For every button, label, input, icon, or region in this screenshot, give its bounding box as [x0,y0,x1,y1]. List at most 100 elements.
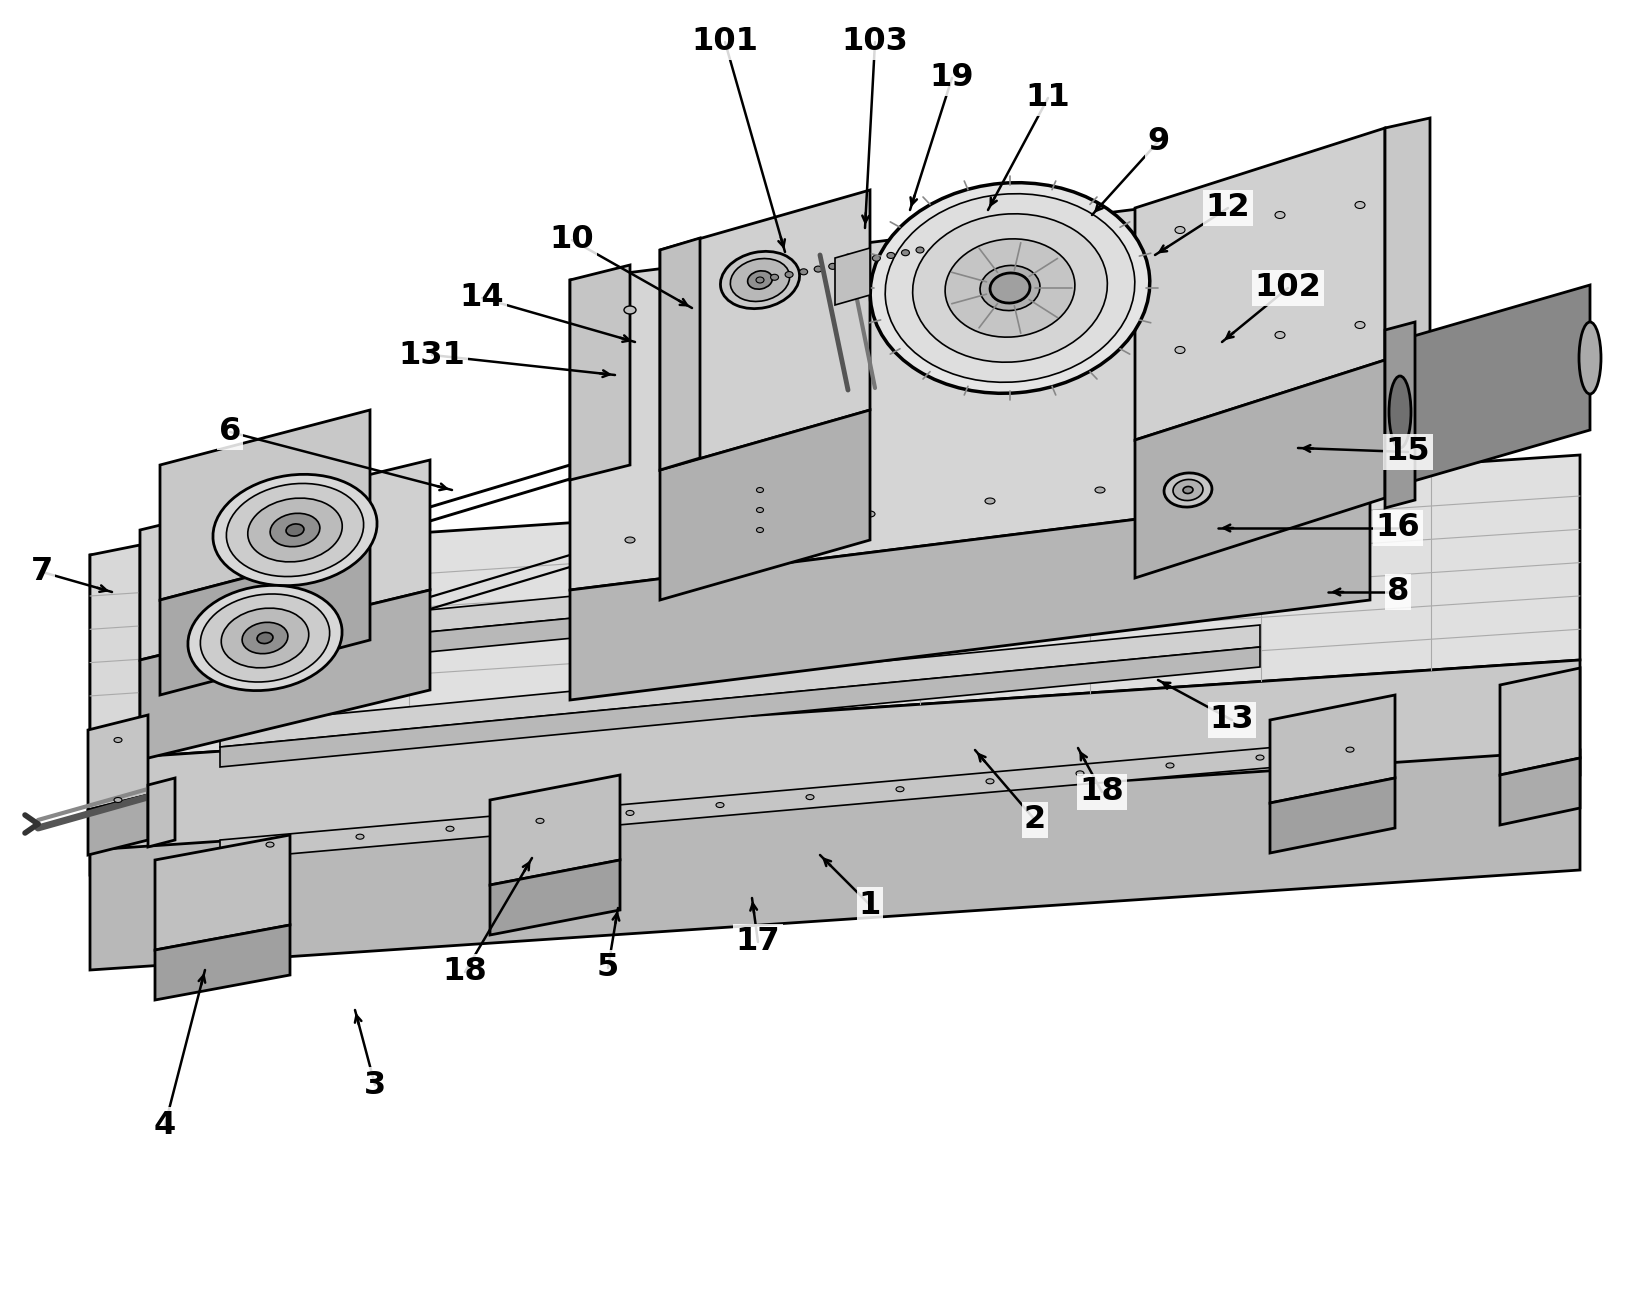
Ellipse shape [870,183,1150,393]
Polygon shape [148,778,175,847]
Polygon shape [1500,668,1581,775]
Text: 7: 7 [31,556,53,588]
Text: 12: 12 [1206,192,1251,224]
Ellipse shape [1335,463,1345,469]
Polygon shape [1135,128,1384,440]
Ellipse shape [243,622,287,653]
Ellipse shape [1355,202,1365,208]
Ellipse shape [843,260,851,267]
Ellipse shape [446,826,454,831]
Ellipse shape [1094,247,1106,257]
Ellipse shape [1275,331,1285,339]
Ellipse shape [248,499,342,562]
Ellipse shape [536,818,544,823]
Ellipse shape [271,513,320,547]
Polygon shape [1384,118,1431,357]
Ellipse shape [114,797,122,802]
Polygon shape [835,247,870,305]
Ellipse shape [1346,747,1355,753]
Text: 9: 9 [1147,127,1170,157]
Ellipse shape [1175,347,1185,353]
Ellipse shape [744,291,756,298]
Ellipse shape [266,842,274,847]
Polygon shape [155,835,290,950]
Ellipse shape [1389,376,1411,448]
Text: 8: 8 [1386,576,1409,607]
Polygon shape [219,530,1261,652]
Polygon shape [569,181,1370,590]
Ellipse shape [1333,224,1346,232]
Polygon shape [569,490,1370,700]
Ellipse shape [625,537,635,543]
Polygon shape [219,738,1379,860]
Ellipse shape [213,474,378,585]
Ellipse shape [945,238,1074,338]
Ellipse shape [912,213,1107,363]
Text: 6: 6 [219,416,241,448]
Ellipse shape [624,306,635,314]
Text: 16: 16 [1376,513,1421,543]
Ellipse shape [188,585,342,691]
Ellipse shape [1096,487,1106,493]
Ellipse shape [888,253,894,258]
Ellipse shape [221,609,309,668]
Text: 17: 17 [736,927,780,957]
Polygon shape [91,750,1581,970]
Ellipse shape [805,795,813,800]
Ellipse shape [285,524,304,537]
Ellipse shape [200,594,330,682]
Ellipse shape [746,524,756,530]
Ellipse shape [916,247,924,253]
Ellipse shape [1214,236,1226,243]
Polygon shape [140,590,431,761]
Ellipse shape [828,263,837,270]
Polygon shape [219,552,1261,672]
Text: 11: 11 [1026,82,1071,114]
Text: 19: 19 [929,63,974,93]
Polygon shape [490,775,620,885]
Polygon shape [1270,778,1394,853]
Ellipse shape [1175,226,1185,233]
Ellipse shape [865,276,876,284]
Ellipse shape [721,251,800,309]
Polygon shape [160,410,370,600]
Ellipse shape [873,255,881,262]
Ellipse shape [756,278,764,283]
Text: 14: 14 [460,283,505,313]
Ellipse shape [998,280,1021,297]
Text: 2: 2 [1025,805,1046,835]
Text: 131: 131 [399,339,465,370]
Ellipse shape [1183,487,1193,493]
Polygon shape [660,238,700,470]
Ellipse shape [716,802,724,808]
Ellipse shape [813,266,822,272]
Ellipse shape [1173,479,1203,500]
Polygon shape [1384,322,1416,508]
Ellipse shape [356,834,365,839]
Polygon shape [91,456,1581,761]
Ellipse shape [985,497,995,504]
Text: 15: 15 [1386,436,1431,467]
Polygon shape [155,925,290,1000]
Polygon shape [219,647,1261,767]
Ellipse shape [1256,755,1264,761]
Polygon shape [91,660,1581,874]
Ellipse shape [990,274,1030,304]
Ellipse shape [980,266,1040,310]
Ellipse shape [785,271,794,278]
Ellipse shape [1076,771,1084,776]
Ellipse shape [731,259,790,301]
Polygon shape [140,459,431,660]
Polygon shape [87,795,148,855]
Ellipse shape [756,528,764,533]
Ellipse shape [1167,763,1175,768]
Ellipse shape [983,260,997,270]
Polygon shape [1135,360,1384,579]
Ellipse shape [257,632,272,644]
Polygon shape [87,715,148,810]
Text: 5: 5 [597,953,619,983]
Ellipse shape [865,511,874,517]
Ellipse shape [747,271,772,289]
Polygon shape [1399,285,1591,486]
Ellipse shape [226,483,363,576]
